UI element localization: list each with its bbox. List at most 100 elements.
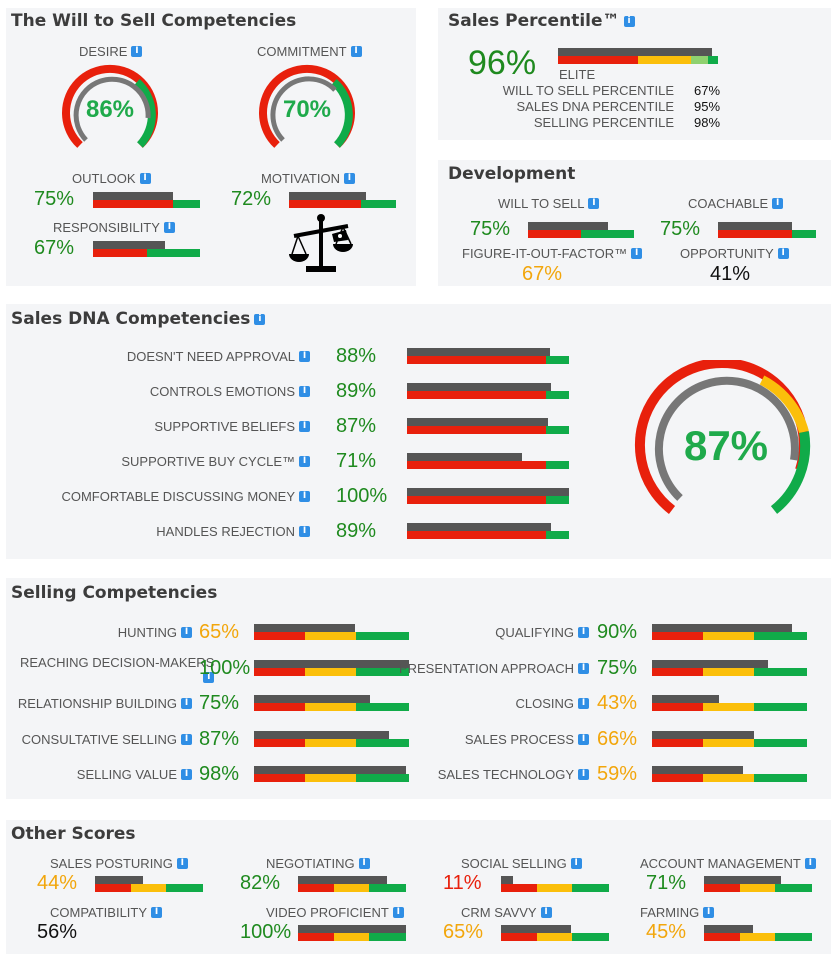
percentile-title: Sales Percentile™ i [448,11,635,31]
info-icon[interactable]: i [181,769,192,780]
competency-value: 87% [336,415,377,437]
score-bar [95,876,203,893]
info-icon[interactable]: i [350,46,362,57]
score-bar [501,925,609,942]
score-fill [652,766,744,774]
sales-dna-overall: 87% [683,422,769,469]
info-icon[interactable]: i [151,907,163,918]
responsibility-bar [93,241,200,258]
competency-label: SUPPORTIVE BUY CYCLE™ i [121,454,310,469]
info-icon[interactable]: i [703,907,715,918]
score-fill [298,876,387,884]
score-fill [95,876,143,884]
competency-value: 100% [199,656,251,679]
info-icon[interactable]: i [299,526,310,537]
responsibility-value: 67% [34,237,75,259]
info-icon[interactable]: i [578,698,589,709]
info-icon[interactable]: i [588,198,600,209]
competency-label: SOCIAL SELLING i [461,856,582,871]
percentile-row-label: SALES DNA PERCENTILE [516,99,675,114]
info-icon[interactable]: i [181,698,192,709]
competency-label: CRM SAVVY i [461,905,552,920]
desire-value: 86% [85,96,135,123]
balance-scale-icon [289,214,353,272]
info-icon[interactable]: i [299,386,310,397]
competency-label: HUNTING i [118,625,192,640]
score-bar [652,659,807,677]
info-icon[interactable]: i [181,733,192,745]
info-icon[interactable]: i [176,858,188,869]
info-icon[interactable]: i [804,858,816,869]
score-bar [407,488,569,505]
score-bar [254,695,409,712]
dev-will-to-sell-value: 75% [470,218,511,240]
info-icon[interactable]: i [131,46,143,57]
score-bar [407,418,569,435]
competency-label: NEGOTIATING i [266,856,370,871]
competency-value: 65% [199,621,240,643]
competency-label: HANDLES REJECTION i [156,524,310,539]
info-icon[interactable]: i [299,491,310,502]
score-bar [652,624,807,641]
info-icon[interactable]: i [299,421,310,432]
info-icon[interactable]: i [631,248,643,259]
info-icon[interactable]: i [392,907,404,918]
info-icon[interactable]: i [578,627,589,638]
info-icon[interactable]: i [254,314,266,325]
score-bar [254,766,409,783]
competency-value: 65% [443,921,484,943]
will-to-sell-panel: The Will to Sell Competencies DESIRE i 86… [6,8,416,286]
info-icon[interactable]: i [578,733,589,745]
score-fill [254,695,371,703]
competency-value: 100% [240,921,292,943]
info-icon[interactable]: i [540,907,552,918]
percentile-row-value: 95% [694,99,721,114]
info-icon[interactable]: i [203,671,215,683]
score-fill [652,624,792,632]
score-bar [704,925,812,942]
score-fill [501,876,513,884]
sales-percentile-panel: Sales Percentile™ i 96% ELITE WILL TO SEL… [438,8,831,140]
competency-label: REACHING DECISION-MAKERS i [20,654,215,683]
score-fill [407,453,523,461]
opportunity-label: OPPORTUNITY i [680,246,789,261]
info-icon[interactable]: i [299,351,310,362]
info-icon[interactable]: i [299,456,310,467]
competency-value: 11% [443,872,482,894]
competency-label: PRESENTATION APPROACH i [399,661,589,676]
selling-panel: Selling Competencies HUNTING i 65% REACHING… [6,578,831,799]
desire-gauge [62,64,158,148]
info-icon[interactable]: i [772,198,784,209]
score-bar [704,876,812,893]
score-fill [501,925,572,933]
competency-value: 56% [37,921,78,943]
score-bar [407,348,569,365]
info-icon[interactable]: i [578,662,589,674]
competency-label: COMFORTABLE DISCUSSING MONEY i [61,489,310,504]
info-icon[interactable]: i [163,222,175,233]
score-fill [254,730,389,739]
percentile-tier: ELITE [559,67,596,82]
info-icon[interactable]: i [623,16,635,27]
competency-label: RELATIONSHIP BUILDING i [18,696,192,711]
competency-value: 88% [336,345,377,367]
competency-value: 90% [597,621,638,643]
score-fill [298,925,406,933]
competency-label: VIDEO PROFICIENT i [266,905,404,920]
outlook-bar [93,192,200,209]
info-icon[interactable]: i [578,769,589,780]
other-title: Other Scores [11,824,136,844]
info-icon[interactable]: i [139,173,151,184]
info-icon[interactable]: i [358,858,370,869]
competency-value: 59% [597,763,638,785]
responsibility-label: RESPONSIBILITY i [53,220,175,235]
opportunity-value: 41% [710,263,751,285]
info-icon[interactable]: i [181,627,192,638]
info-icon[interactable]: i [570,858,582,869]
info-icon[interactable]: i [343,173,355,184]
competency-value: 45% [646,921,687,943]
competency-label: ACCOUNT MANAGEMENT i [640,856,816,871]
info-icon[interactable]: i [777,248,789,259]
percentile-row-value: 98% [694,115,721,130]
dev-will-to-sell-label: WILL TO SELL i [498,196,600,211]
